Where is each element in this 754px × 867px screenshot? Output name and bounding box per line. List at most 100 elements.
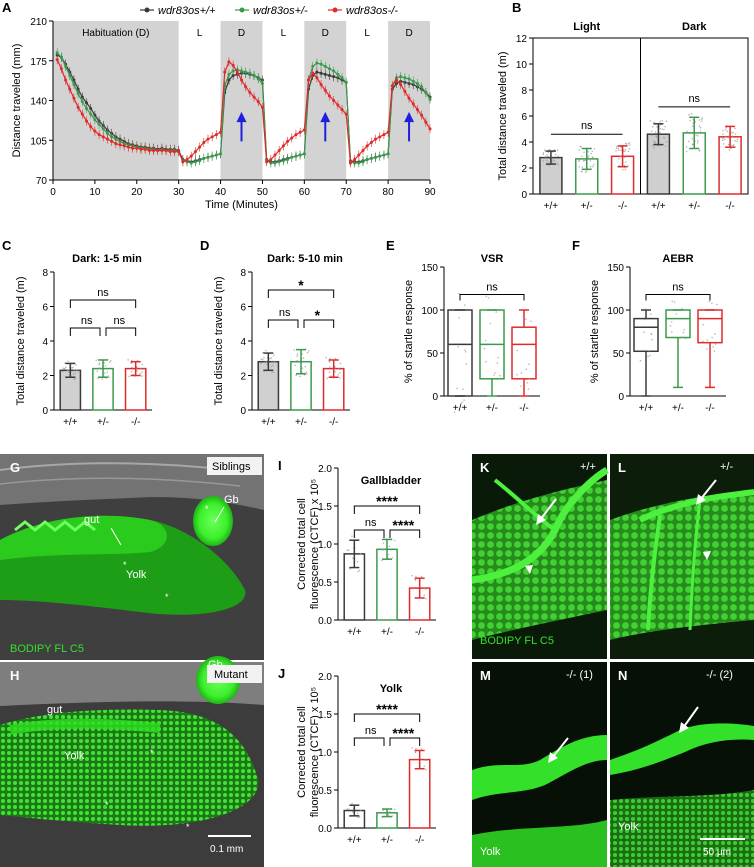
- data-point: [382, 153, 386, 157]
- scatter-point: [260, 358, 263, 361]
- significance-bracket: [69, 327, 101, 336]
- scatter-point: [337, 374, 340, 376]
- data-point: [214, 133, 218, 137]
- x-tick-label: +/+: [651, 201, 666, 212]
- scatter-point: [346, 808, 349, 810]
- panel-a-line-chart: A wdr83os+/+ wdr83os+/- wdr83os-/- Habitua…: [2, 0, 436, 211]
- data-point: [407, 77, 411, 81]
- scatter-point: [519, 385, 522, 387]
- y-tick-label: 2.0: [318, 464, 332, 475]
- data-point: [219, 152, 223, 156]
- scatter-point: [649, 354, 651, 357]
- significance-bracket: [353, 713, 421, 722]
- panel-label-b: B: [512, 0, 521, 15]
- scatter-point: [688, 113, 690, 116]
- scatter-point: [578, 149, 581, 151]
- chart-legend: wdr83os+/+ wdr83os+/- wdr83os-/-: [140, 5, 398, 17]
- scatter-point: [464, 350, 467, 353]
- data-point: [55, 58, 59, 62]
- data-point: [227, 60, 231, 64]
- x-tick-label: +/-: [486, 403, 498, 414]
- x-tick-label: -/-: [705, 403, 714, 414]
- x-tick-label: +/+: [544, 201, 559, 212]
- scatter-point: [716, 303, 718, 306]
- scatter-point: [339, 377, 341, 379]
- scatter-point: [591, 150, 594, 153]
- scatter-point: [139, 372, 142, 375]
- scatter-point: [458, 317, 460, 319]
- scatter-point: [653, 121, 655, 124]
- scatter-point: [681, 307, 683, 310]
- scatter-point: [103, 372, 106, 375]
- x-tick-label: +/-: [97, 417, 109, 428]
- data-point: [223, 70, 227, 74]
- chart-title: Gallbladder: [361, 475, 422, 487]
- scatter-point: [72, 373, 75, 376]
- scatter-point: [701, 118, 703, 120]
- y-tick-label: 175: [30, 57, 47, 68]
- phase-label: D: [322, 28, 329, 39]
- data-point: [64, 78, 68, 82]
- scatter-point: [615, 150, 617, 152]
- scatter-point: [625, 161, 627, 163]
- scatter-point: [382, 812, 384, 814]
- scatter-point: [334, 357, 337, 360]
- data-point: [332, 69, 336, 73]
- data-point: [248, 91, 252, 95]
- scatter-point: [552, 159, 554, 161]
- data-point: [394, 78, 398, 82]
- scatter-point: [732, 135, 734, 137]
- scatter-point: [63, 367, 66, 370]
- scatter-point: [352, 811, 354, 813]
- data-point: [101, 127, 105, 131]
- scatter-point: [627, 150, 630, 153]
- data-point: [353, 158, 357, 162]
- scatter-point: [643, 331, 645, 334]
- scatter-point: [644, 308, 646, 310]
- significance-label: ns: [97, 287, 109, 299]
- scatter-point: [302, 357, 305, 359]
- svg-text:*: *: [165, 592, 169, 602]
- scatter-point: [697, 134, 699, 137]
- phase-shade: [304, 21, 347, 180]
- panel-label-n: N: [618, 668, 627, 683]
- scatter-point: [721, 139, 724, 142]
- scatter-point: [74, 372, 76, 375]
- data-point: [97, 122, 101, 126]
- scatter-point: [307, 350, 310, 352]
- scatter-point: [624, 168, 627, 171]
- scatter-point: [485, 295, 488, 298]
- scatter-point: [656, 126, 658, 128]
- scatter-point: [673, 301, 676, 303]
- scatter-point: [701, 120, 703, 122]
- x-tick-label: -/-: [519, 403, 528, 414]
- y-axis-label: % of startle response: [403, 280, 415, 383]
- scatter-point: [67, 360, 69, 363]
- box: [511, 326, 537, 380]
- scatter-point: [141, 375, 143, 377]
- scatter-point: [628, 147, 631, 150]
- scatter-point: [679, 337, 681, 339]
- scatter-point: [585, 169, 588, 172]
- data-point: [59, 67, 63, 71]
- scatter-point: [358, 569, 361, 572]
- data-point: [407, 96, 411, 100]
- tag-wt: +/+: [580, 461, 596, 473]
- scatter-point: [273, 354, 275, 356]
- scatter-point: [736, 138, 739, 141]
- x-tick-label: 70: [341, 187, 353, 198]
- scatter-point: [424, 587, 426, 590]
- scatter-point: [487, 296, 490, 299]
- scatter-point: [485, 360, 487, 363]
- x-tick-label: 40: [215, 187, 227, 198]
- scatter-point: [706, 339, 709, 341]
- scatter-point: [334, 370, 336, 373]
- data-point: [374, 137, 378, 141]
- data-point: [231, 63, 235, 67]
- data-point: [294, 133, 298, 137]
- panel-label-e: E: [386, 238, 395, 253]
- data-point: [156, 148, 160, 152]
- y-tick-label: 6: [240, 303, 246, 314]
- scatter-point: [528, 363, 530, 365]
- panel-label-c: C: [2, 238, 12, 253]
